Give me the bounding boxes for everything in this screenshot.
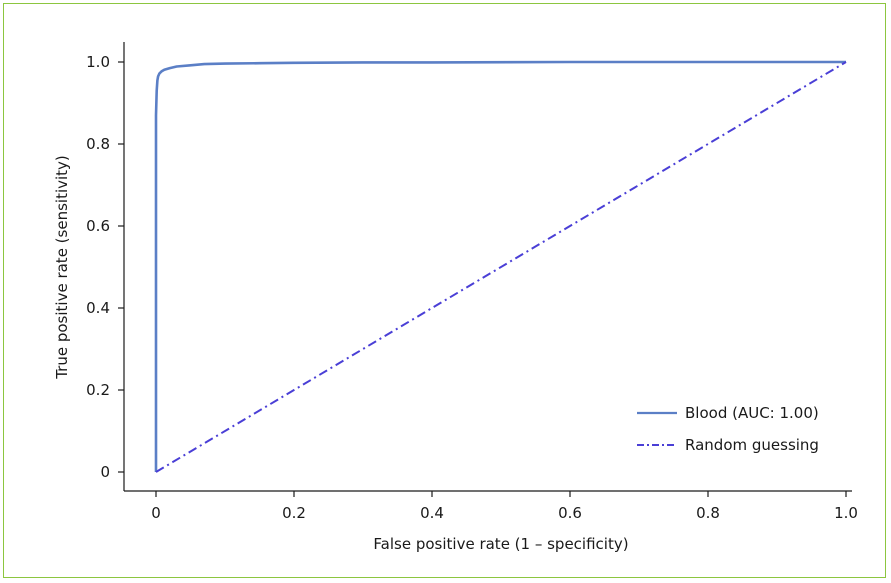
x-tick-label: 0.2	[282, 504, 306, 522]
legend-label-random-guessing: Random guessing	[685, 436, 819, 454]
y-tick-label: 0.4	[86, 299, 110, 317]
x-tick-label: 0	[151, 504, 161, 522]
y-tick-label: 0	[100, 463, 110, 481]
x-tick-label: 0.4	[420, 504, 444, 522]
figure-frame	[3, 3, 886, 578]
y-tick-label: 0.2	[86, 381, 110, 399]
x-tick-label: 1.0	[834, 504, 858, 522]
y-tick-label: 0.6	[86, 217, 110, 235]
ticks: 0 0.2 0.4 0.6 0.8 1.0 0 0.2 0.4 0.6 0.8 1.0	[86, 53, 858, 522]
x-axis-label: False positive rate (1 – specificity)	[373, 535, 628, 553]
x-tick-label: 0.8	[696, 504, 720, 522]
x-tick-label: 0.6	[558, 504, 582, 522]
legend-label-blood: Blood (AUC: 1.00)	[685, 404, 819, 422]
y-tick-label: 1.0	[86, 53, 110, 71]
series-layer	[154, 60, 847, 473]
legend: Blood (AUC: 1.00) Random guessing	[637, 404, 819, 454]
axes	[123, 42, 852, 492]
y-axis-label: True positive rate (sensitivity)	[53, 155, 71, 380]
y-tick-label: 0.8	[86, 135, 110, 153]
series-line-blood	[154, 60, 846, 472]
series-line-random-guessing	[155, 61, 847, 473]
